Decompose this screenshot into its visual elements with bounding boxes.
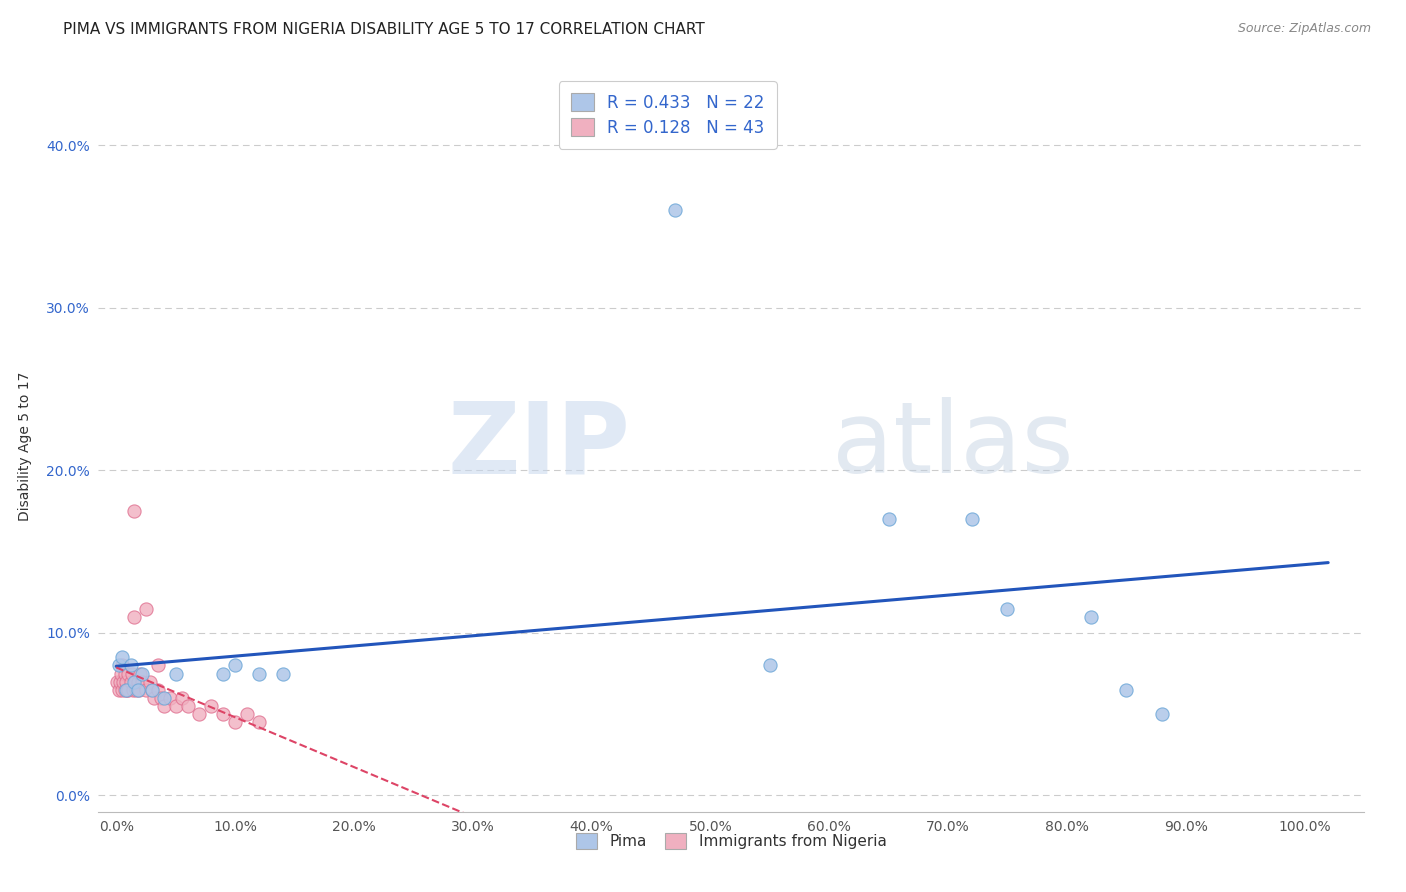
Point [122,674,145,689]
Point [664,203,686,218]
Point [995,601,1018,615]
Point [176,699,198,714]
Point [150,690,173,705]
Point [129,666,152,681]
Point [170,690,193,705]
Point [188,707,211,722]
Point [159,690,181,705]
Point [122,504,145,518]
Text: Source: ZipAtlas.com: Source: ZipAtlas.com [1237,22,1371,36]
Point [117,682,139,697]
Point [122,609,145,624]
Point [122,682,145,697]
Point [212,666,235,681]
Point [271,666,294,681]
Point [111,682,134,697]
Point [114,666,136,681]
Text: atlas: atlas [832,398,1074,494]
Point [165,666,187,681]
Point [114,682,136,697]
Point [165,699,187,714]
Point [117,666,139,681]
Point [131,666,153,681]
Point [152,699,174,714]
Point [224,658,246,673]
Point [111,658,134,673]
Y-axis label: Disability Age 5 to 17: Disability Age 5 to 17 [18,371,32,521]
Point [107,658,129,673]
Point [114,674,136,689]
Point [121,666,143,681]
Point [127,682,149,697]
Point [124,674,146,689]
Point [758,658,780,673]
Point [146,682,169,697]
Point [111,650,134,665]
Point [110,666,132,681]
Point [108,674,131,689]
Point [200,699,222,714]
Point [960,512,983,526]
Point [141,682,163,697]
Point [141,682,163,697]
Point [247,666,270,681]
Point [112,674,135,689]
Point [107,682,129,697]
Point [127,674,149,689]
Point [114,682,136,697]
Point [1080,609,1102,624]
Point [120,658,142,673]
Point [152,690,174,705]
Point [115,682,138,697]
Text: ZIP: ZIP [447,398,630,494]
Point [143,690,166,705]
Point [125,682,148,697]
Point [1115,682,1137,697]
Point [877,512,900,526]
Point [1150,707,1173,722]
Text: PIMA VS IMMIGRANTS FROM NIGERIA DISABILITY AGE 5 TO 17 CORRELATION CHART: PIMA VS IMMIGRANTS FROM NIGERIA DISABILI… [63,22,704,37]
Point [128,682,150,697]
Point [236,707,259,722]
Point [131,674,153,689]
Point [138,674,160,689]
Point [146,658,169,673]
Legend: Pima, Immigrants from Nigeria: Pima, Immigrants from Nigeria [569,827,893,855]
Point [135,682,157,697]
Point [247,715,270,730]
Point [120,674,142,689]
Point [107,674,129,689]
Point [212,707,235,722]
Point [135,601,157,615]
Point [224,715,246,730]
